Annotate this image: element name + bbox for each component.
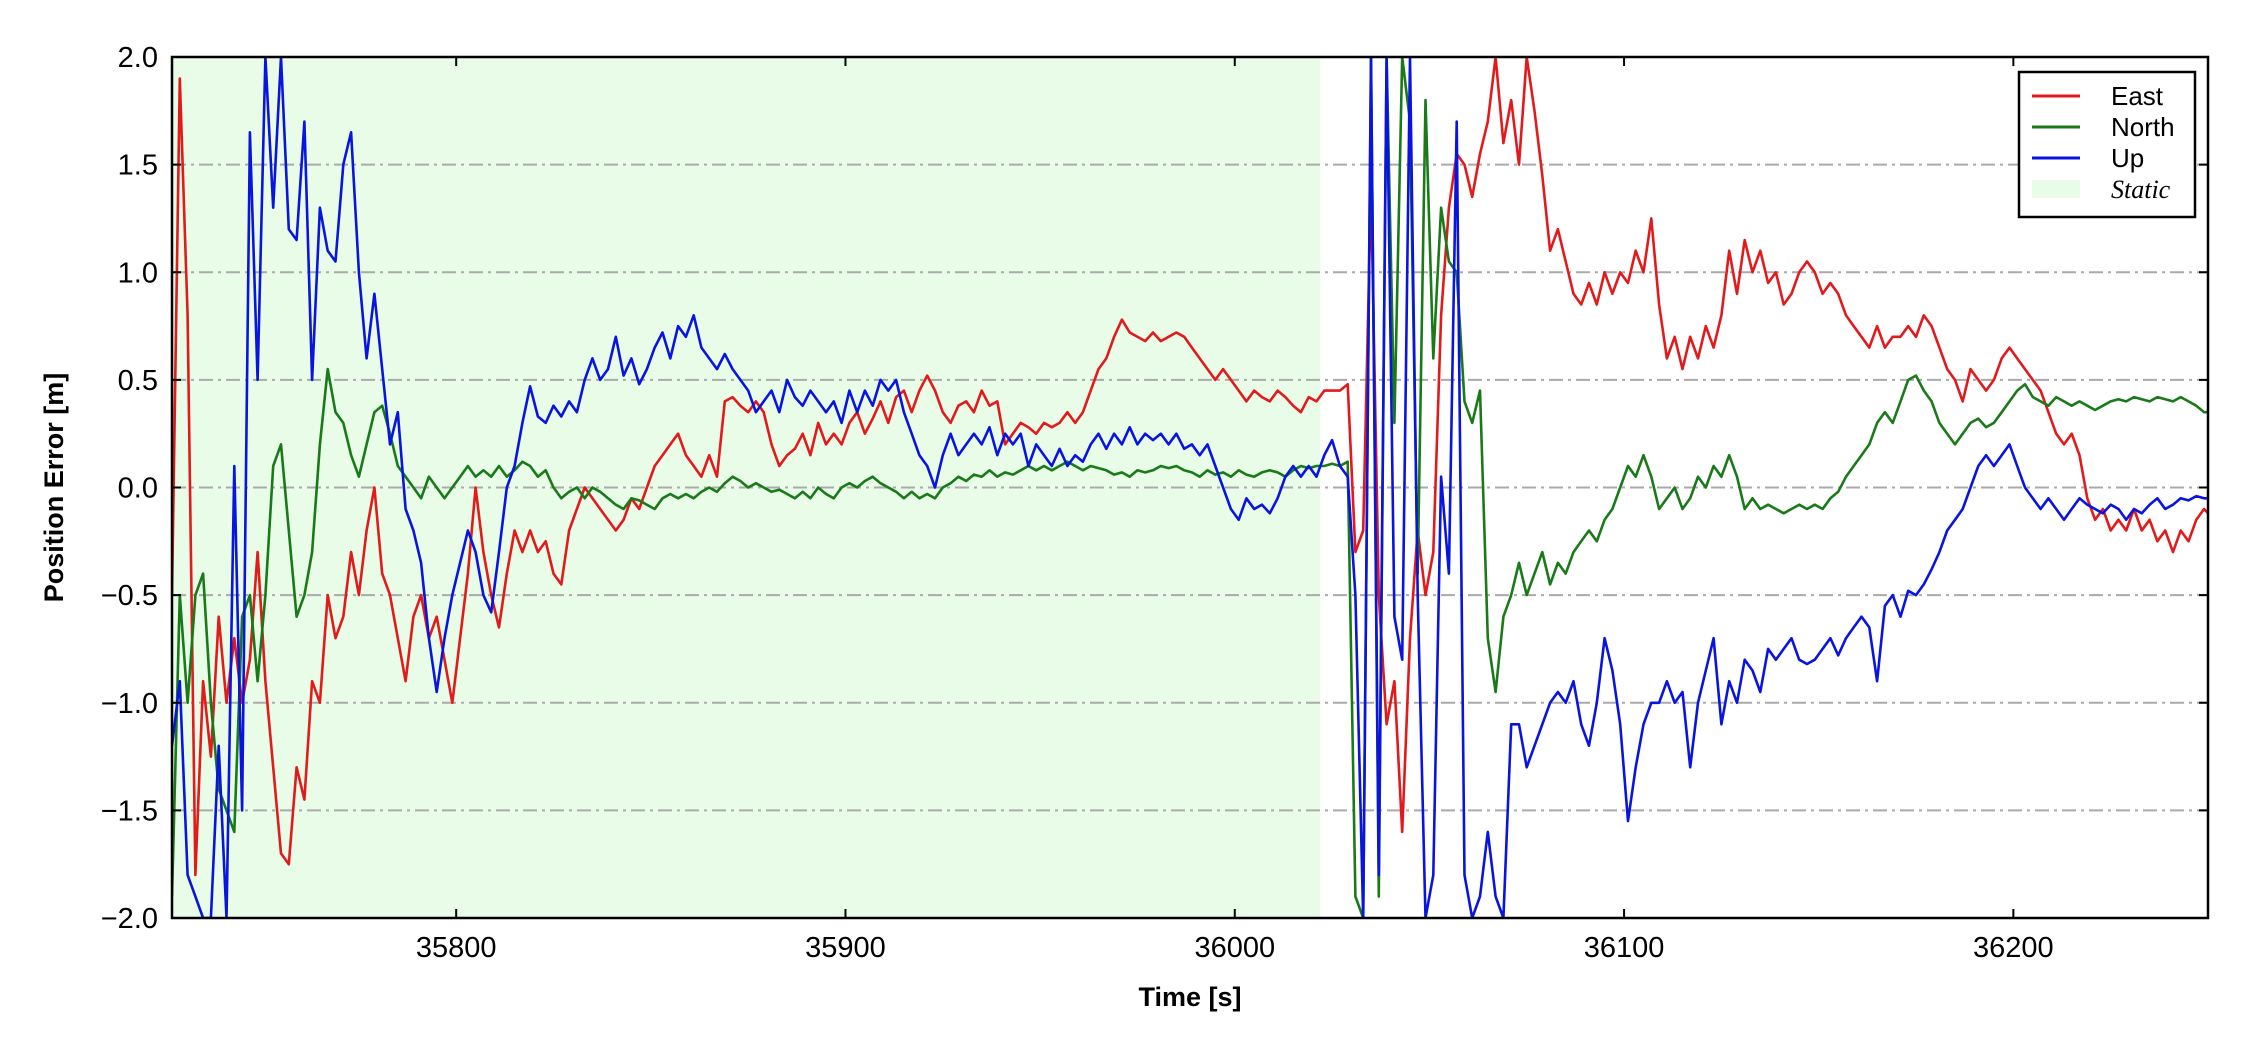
x-tick-label: 35800 — [416, 932, 497, 964]
y-tick-label: −2.0 — [101, 903, 158, 935]
legend-label-east: East — [2111, 81, 2164, 111]
legend-swatch-static — [2032, 180, 2080, 198]
y-axis-label: Position Error [m] — [39, 373, 69, 603]
y-tick-label: −1.0 — [101, 688, 158, 720]
y-tick-label: 0.5 — [118, 365, 158, 397]
legend-label-up: Up — [2111, 143, 2144, 173]
y-tick-label: 1.0 — [118, 257, 158, 289]
y-tick-label: −0.5 — [101, 580, 158, 612]
x-tick-label: 36100 — [1584, 932, 1665, 964]
x-tick-label: 36000 — [1194, 932, 1275, 964]
y-tick-label: 2.0 — [118, 42, 158, 74]
legend-label-static: Static — [2111, 175, 2171, 204]
y-axis: −2.0 −1.5 −1.0 −0.5 0.0 0.5 1.0 1.5 2.0 — [101, 42, 2208, 935]
series-line-east — [172, 57, 2208, 877]
series-layer — [172, 57, 2208, 918]
series-line-up — [172, 57, 2208, 918]
y-tick-label: 1.5 — [118, 150, 158, 182]
legend-label-north: North — [2111, 112, 2175, 142]
x-axis-label: Time [s] — [1138, 982, 1241, 1012]
grid-lines — [172, 163, 2208, 812]
x-axis: 35800 35900 36000 36100 36200 — [416, 57, 2054, 964]
y-tick-label: 0.0 — [118, 473, 158, 505]
x-tick-label: 35900 — [805, 932, 886, 964]
x-tick-label: 36200 — [1973, 932, 2054, 964]
y-tick-label: −1.5 — [101, 795, 158, 827]
